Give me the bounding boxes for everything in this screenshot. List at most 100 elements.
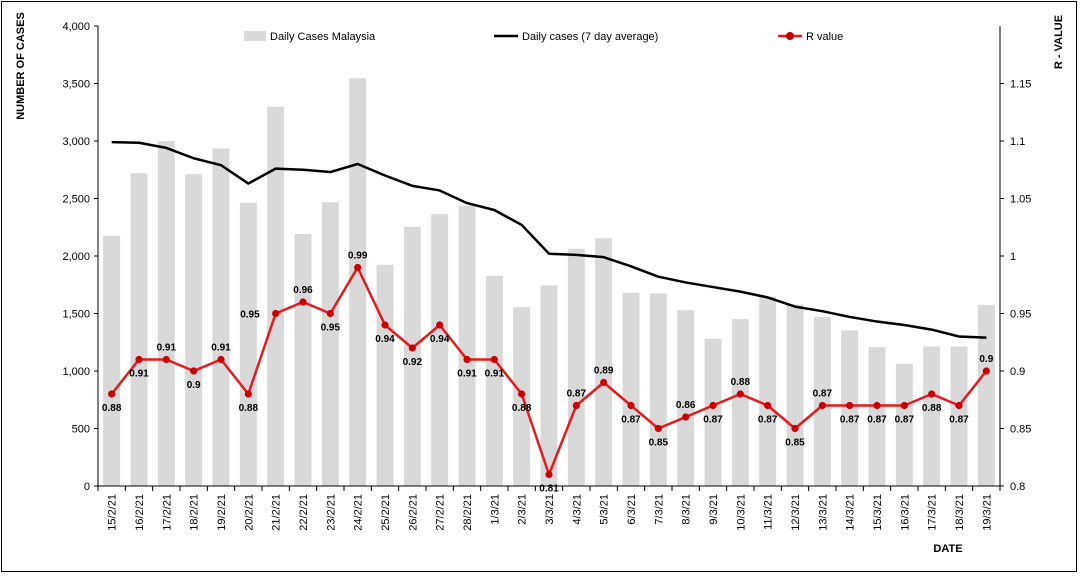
r-value-point	[299, 298, 307, 306]
r-value-label: 0.95	[240, 310, 260, 321]
r-value-label: 0.87	[758, 415, 778, 426]
x-tick-label: 17/3/21	[927, 494, 939, 531]
r-value-point	[162, 355, 170, 364]
r-value-label: 0.87	[813, 389, 833, 400]
x-tick-label: 18/2/21	[189, 494, 201, 531]
r-value-point	[846, 401, 854, 410]
bar-1/3/21	[485, 275, 503, 486]
r-value-point	[654, 424, 662, 433]
x-tick-label: 24/2/21	[353, 494, 365, 531]
bars-layer	[103, 78, 995, 487]
bar-10/3/21	[731, 319, 749, 486]
y2-tick-label: 0.85	[1010, 424, 1031, 436]
lines-layer	[108, 140, 990, 479]
x-tick-label: 14/3/21	[845, 494, 857, 531]
legend-label-bar: Daily Cases Malaysia	[270, 31, 376, 43]
r-value-label: 0.94	[375, 334, 395, 345]
x-tick-label: 19/3/21	[981, 494, 993, 531]
bar-11/3/21	[759, 296, 777, 486]
y2-tick-label: 0.9	[1010, 366, 1025, 378]
r-value-point	[600, 378, 608, 387]
r-value-point	[818, 401, 826, 410]
bar-9/3/21	[704, 338, 722, 486]
r-value-label: 0.9	[187, 380, 201, 391]
bar-24/2/21	[349, 78, 367, 486]
bar-26/2/21	[403, 226, 421, 486]
bar-6/3/21	[622, 292, 640, 486]
r-value-label: 0.87	[840, 415, 860, 426]
r-value-point	[627, 401, 635, 410]
x-tick-label: 1/3/21	[489, 494, 501, 525]
legend-swatch-bar	[244, 31, 266, 41]
r-value-label: 0.85	[649, 438, 669, 449]
r-value-label: 0.88	[512, 403, 532, 414]
y2-axis-title: R - VALUE	[1053, 15, 1065, 69]
bar-19/3/21	[977, 304, 995, 487]
r-value-point	[190, 367, 198, 375]
x-tick-label: 27/2/21	[435, 494, 447, 531]
r-value-point	[490, 355, 498, 364]
r-value-label: 0.87	[949, 415, 969, 426]
y-tick-label: 4,000	[62, 21, 90, 33]
x-tick-label: 16/3/21	[899, 494, 911, 531]
x-tick-label: 3/3/21	[544, 494, 556, 525]
r-value-label: 0.87	[567, 389, 587, 400]
bar-18/2/21	[185, 174, 203, 486]
x-axis-title: DATE	[933, 543, 962, 555]
bar-18/3/21	[950, 346, 968, 486]
x-tick-label: 26/2/21	[407, 494, 419, 531]
x-tick-label: 23/2/21	[325, 494, 337, 531]
bar-27/2/21	[431, 214, 449, 486]
r-value-point	[108, 390, 116, 398]
x-tick-label: 9/3/21	[708, 494, 720, 525]
bar-17/3/21	[923, 346, 941, 486]
bar-16/2/21	[130, 173, 148, 486]
legend-marker-r	[786, 32, 794, 40]
r-value-point	[545, 470, 553, 479]
bar-25/2/21	[376, 264, 394, 486]
x-tick-label: 20/2/21	[243, 494, 255, 531]
r-value-point	[436, 321, 444, 329]
r-value-label: 0.91	[129, 369, 149, 380]
avg-line	[111, 140, 987, 339]
x-tick-label: 18/3/21	[954, 494, 966, 531]
bar-21/2/21	[267, 106, 285, 486]
x-tick-label: 13/3/21	[817, 494, 829, 531]
bar-19/2/21	[212, 148, 230, 487]
bar-4/3/21	[567, 248, 585, 486]
r-value-point	[955, 401, 963, 410]
bar-7/3/21	[649, 293, 667, 487]
bar-3/3/21	[540, 285, 558, 486]
r-value-label: 0.99	[348, 251, 368, 262]
x-tick-label: 15/3/21	[872, 494, 884, 531]
y2-tick-label: 1.05	[1010, 194, 1031, 206]
x-tick-label: 5/3/21	[599, 494, 611, 525]
r-value-label: 0.88	[239, 403, 259, 414]
x-tick-label: 11/3/21	[763, 494, 775, 530]
r-value-label: 0.87	[703, 415, 723, 426]
bar-16/3/21	[895, 363, 913, 486]
x-tick-label: 16/2/21	[134, 494, 146, 531]
x-tick-label: 4/3/21	[571, 494, 583, 525]
x-tick-label: 6/3/21	[626, 494, 638, 525]
r-value-point	[135, 355, 143, 364]
r-value-label: 0.92	[403, 357, 423, 368]
r-value-label: 0.91	[485, 369, 505, 380]
r-value-label: 0.94	[430, 334, 450, 345]
y-tick-label: 1,000	[62, 366, 90, 378]
bar-15/3/21	[868, 347, 886, 486]
r-value-point	[873, 401, 881, 410]
r-value-point	[272, 309, 280, 318]
r-value-label: 0.86	[676, 400, 696, 411]
y2-tick-label: 1.1	[1010, 136, 1025, 148]
r-value-label: 0.9	[979, 354, 993, 365]
r-value-point	[736, 390, 744, 398]
bar-23/2/21	[321, 202, 339, 486]
r-value-point	[572, 401, 580, 410]
r-value-label: 0.81	[539, 484, 559, 495]
y-axis-title: NUMBER OF CASES	[15, 12, 27, 120]
legend-label-r: R value	[806, 31, 843, 43]
x-tick-label: 25/2/21	[380, 494, 392, 531]
r-value-point	[244, 390, 252, 398]
r-value-label: 0.88	[102, 403, 122, 414]
